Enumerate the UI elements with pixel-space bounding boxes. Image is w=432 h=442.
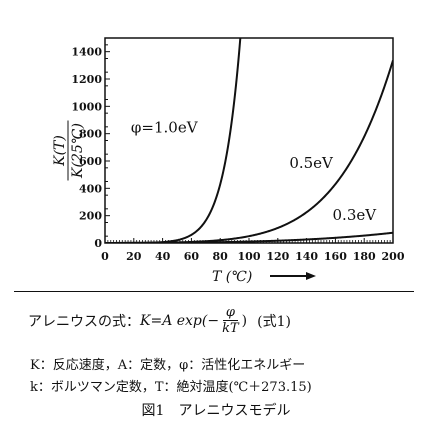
y-tick-label-800: 800	[79, 128, 102, 141]
x-tick-label-60: 60	[184, 250, 200, 263]
y-tick-label-1000: 1000	[71, 100, 102, 113]
formula-close: )	[241, 312, 248, 329]
plot-frame	[104, 37, 394, 244]
formula-lhs: K=A exp(−	[140, 312, 220, 329]
x-axis-arrow	[270, 272, 316, 280]
x-tick-label-80: 80	[213, 250, 229, 263]
y-tick-label-1200: 1200	[71, 73, 102, 86]
x-tick-label-20: 20	[126, 250, 142, 263]
y-tick-label-1400: 1400	[71, 46, 102, 59]
x-tick-label-140: 140	[295, 250, 318, 263]
arrhenius-chart: 0 200 400 600 800 1000 1200 1400 0 20 40 60 80 100 12…	[52, 37, 405, 285]
formula-fraction: φ kT	[222, 306, 239, 335]
figure-caption: 図1 アレニウスモデル	[141, 403, 291, 419]
y-axis-label-denominator: K(25℃)	[70, 123, 86, 179]
y-tick-label-200: 200	[79, 210, 102, 223]
x-tick-label-200: 200	[382, 250, 405, 263]
x-axis-ticks: 0 20 40 60 80 100 120 140 160 180 200	[101, 238, 405, 263]
x-tick-label-160: 160	[324, 250, 347, 263]
x-tick-label-40: 40	[155, 250, 171, 263]
x-tick-label-100: 100	[238, 250, 261, 263]
formula-fraction-denominator: kT	[222, 321, 239, 336]
formula-prefix: アレニウスの式：	[28, 313, 140, 330]
caption-divider	[14, 291, 414, 292]
y-axis-label-numerator: K(T)	[52, 135, 68, 167]
y-axis-label: K(T) K(25℃)	[52, 120, 86, 181]
y-axis-ticks: 0 200 400 600 800 1000 1200 1400	[71, 44, 110, 250]
series-label-03ev: 0.3eV	[333, 206, 378, 224]
y-tick-label-600: 600	[79, 155, 102, 168]
y-tick-label-400: 400	[79, 182, 102, 195]
y-tick-label-0: 0	[94, 237, 102, 250]
arrhenius-formula: アレニウスの式： K=A exp(− φ kT ) (式1)	[28, 306, 291, 335]
x-axis-label: T (℃)	[212, 269, 252, 285]
x-tick-label-120: 120	[266, 250, 289, 263]
formula-ref: (式1)	[257, 313, 291, 330]
symbol-legend-line-2: k：ボルツマン定数，T：絶対温度(℃＋273.15)	[30, 380, 312, 395]
x-tick-label-180: 180	[353, 250, 376, 263]
x-tick-label-0: 0	[101, 250, 109, 263]
series-label-1ev: φ=1.0eV	[131, 118, 199, 136]
symbol-legend-line-1: K：反応速度，A：定数，φ：活性化エネルギー	[30, 358, 306, 373]
formula-fraction-numerator: φ	[222, 306, 238, 321]
series-label-05ev: 0.5eV	[289, 154, 334, 172]
